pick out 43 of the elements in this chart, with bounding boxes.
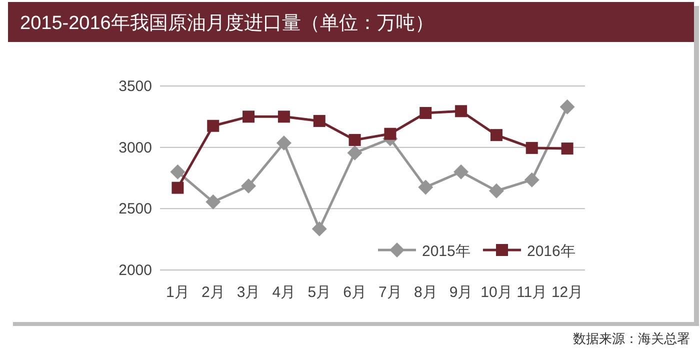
x-tick-label: 10月 [480, 284, 512, 301]
chart-title: 2015-2016年我国原油月度进口量（单位：万吨） [20, 12, 434, 34]
point [278, 110, 290, 123]
y-tick-label: 2000 [118, 262, 152, 279]
point [312, 221, 327, 236]
point [242, 110, 255, 123]
x-tick-label: 5月 [308, 284, 332, 301]
point [488, 183, 504, 198]
point [420, 106, 432, 119]
y-tick-label: 3000 [118, 139, 152, 156]
y-tick-label: 2500 [118, 200, 152, 218]
point [524, 172, 540, 188]
x-tick-label: 11月 [516, 284, 548, 301]
point [172, 182, 184, 194]
legend-label: 2016年 [527, 243, 576, 260]
y-tick-label: 3500 [118, 78, 152, 95]
x-tick-label: 8月 [414, 284, 438, 301]
point [276, 136, 292, 151]
point [384, 128, 396, 140]
point [313, 114, 326, 127]
point [418, 180, 434, 195]
x-tick-label: 6月 [343, 284, 366, 301]
point [560, 99, 575, 114]
x-tick-label: 2月 [201, 284, 225, 301]
source-note: 数据来源：海关总署 [573, 331, 690, 346]
point [207, 120, 220, 132]
x-tick-label: 4月 [272, 284, 296, 301]
legend-label: 2015年 [422, 243, 470, 260]
x-tick-label: 12月 [551, 284, 584, 301]
point [170, 164, 186, 180]
point [206, 194, 221, 210]
point [455, 105, 468, 118]
x-tick-label: 9月 [449, 284, 473, 301]
point [347, 145, 362, 160]
point [241, 178, 256, 194]
point [561, 142, 574, 155]
x-tick-label: 3月 [236, 284, 260, 301]
point [454, 164, 469, 180]
x-tick-label: 7月 [378, 284, 402, 301]
point [348, 134, 361, 146]
point [526, 142, 538, 154]
x-tick-label: 1月 [166, 284, 190, 301]
point [490, 129, 502, 142]
